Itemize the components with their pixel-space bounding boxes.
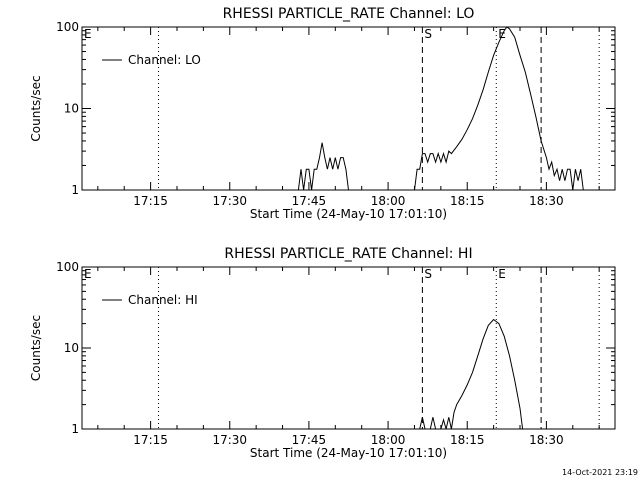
y-tick-label: 10 bbox=[64, 341, 79, 355]
series-line bbox=[297, 26, 584, 191]
x-tick-label: 18:00 bbox=[371, 194, 406, 208]
marker-label: S bbox=[424, 267, 432, 281]
footer-timestamp: 14-Oct-2021 23:19 bbox=[562, 468, 638, 477]
marker-label: S bbox=[424, 27, 432, 41]
x-tick-label: 18:30 bbox=[529, 433, 564, 447]
marker-label: E bbox=[84, 267, 92, 281]
x-tick-label: 17:15 bbox=[133, 433, 168, 447]
chart-title: RHESSI PARTICLE_RATE Channel: LO bbox=[223, 6, 475, 22]
x-tick-label: 17:45 bbox=[292, 194, 327, 208]
x-axis-label: Start Time (24-May-10 17:01:10) bbox=[250, 446, 447, 460]
marker-label: E bbox=[498, 267, 506, 281]
x-tick-label: 18:15 bbox=[450, 194, 485, 208]
legend-entry: Channel: HI bbox=[128, 293, 198, 307]
y-axis-label: Counts/sec bbox=[29, 75, 43, 141]
y-tick-label: 1 bbox=[71, 183, 79, 197]
x-tick-label: 18:15 bbox=[450, 433, 485, 447]
plot-frame bbox=[81, 266, 616, 430]
panel-lo: RHESSI PARTICLE_RATE Channel: LO 17:15 17:… bbox=[29, 6, 616, 221]
x-axis-label: Start Time (24-May-10 17:01:10) bbox=[250, 207, 447, 221]
marker-label: E bbox=[84, 27, 92, 41]
x-tick-label: 17:30 bbox=[212, 433, 247, 447]
y-tick-label: 100 bbox=[56, 20, 79, 34]
x-tick-label: 17:45 bbox=[292, 433, 327, 447]
y-tick-label: 10 bbox=[64, 102, 79, 116]
series-line bbox=[419, 318, 524, 430]
y-tick-label: 100 bbox=[56, 260, 79, 274]
marker-label: E bbox=[498, 27, 506, 41]
x-tick-label: 18:00 bbox=[371, 433, 406, 447]
x-tick-label: 17:30 bbox=[212, 194, 247, 208]
plot-frame bbox=[81, 26, 616, 191]
chart-title: RHESSI PARTICLE_RATE Channel: HI bbox=[224, 246, 472, 262]
y-axis-label: Counts/sec bbox=[29, 315, 43, 381]
panel-hi: RHESSI PARTICLE_RATE Channel: HI 17:15 17:… bbox=[29, 246, 616, 460]
legend-entry: Channel: LO bbox=[128, 53, 201, 67]
y-tick-label: 1 bbox=[71, 422, 79, 436]
x-tick-label: 18:30 bbox=[529, 194, 564, 208]
x-tick-label: 17:15 bbox=[133, 194, 168, 208]
